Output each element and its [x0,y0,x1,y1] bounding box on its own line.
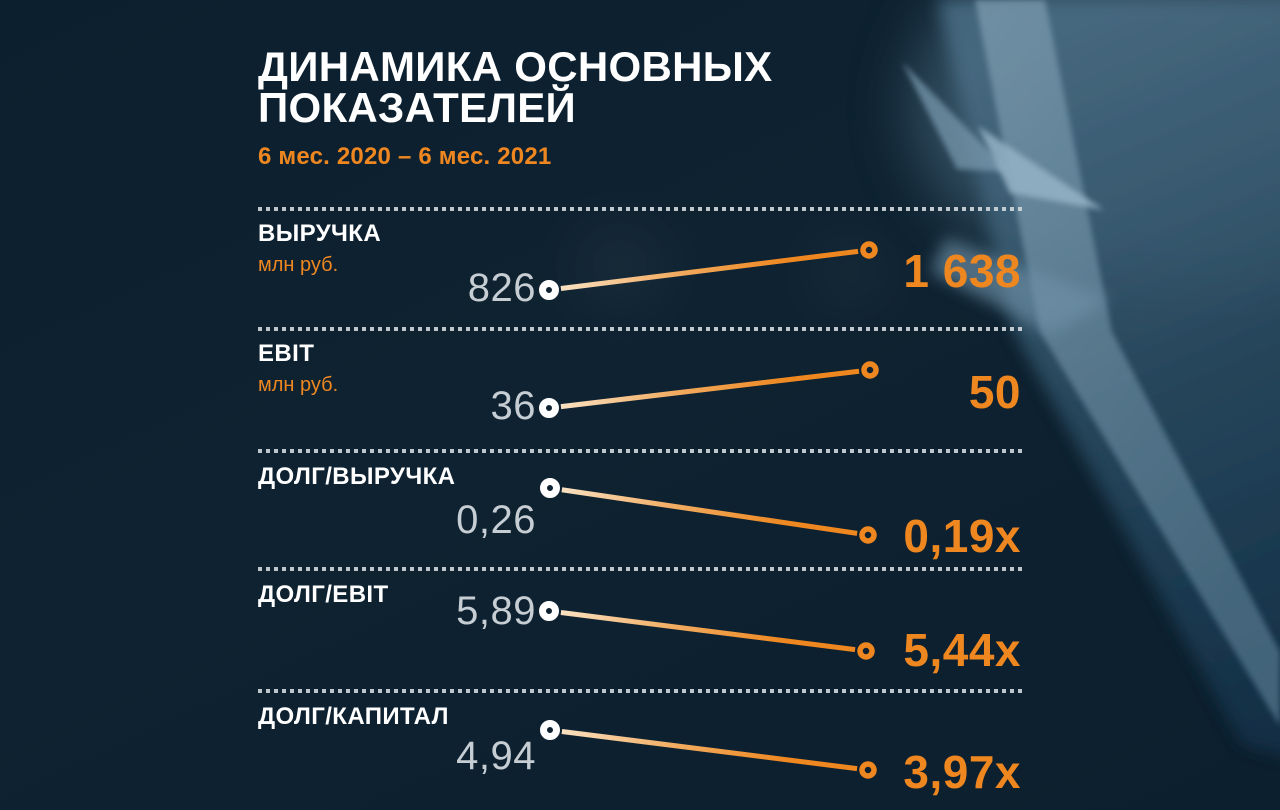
start-value: 5,89 [456,589,536,633]
metric-label: ДОЛГ/EBIT [258,581,389,608]
row-separator [258,567,1022,571]
metric-label: EBIT [258,340,315,367]
period-subtitle: 6 мес. 2020 – 6 мес. 2021 [258,143,552,170]
row-separator [258,327,1022,331]
row-separator [258,449,1022,453]
start-value: 0,26 [456,498,536,542]
start-value: 826 [467,266,536,310]
page-title: ДИНАМИКА ОСНОВНЫХ ПОКАЗАТЕЛЕЙ [258,43,773,131]
metric-label: ВЫРУЧКА [258,220,382,247]
row-separator [258,689,1022,693]
row-separator [258,207,1022,211]
metric-unit: млн руб. [258,254,339,276]
metric-label: ДОЛГ/КАПИТАЛ [258,703,449,730]
start-value: 4,94 [456,734,536,778]
header: ДИНАМИКА ОСНОВНЫХ ПОКАЗАТЕЛЕЙ 6 мес. 202… [258,46,858,171]
start-value: 36 [490,384,536,428]
end-value: 3,97x [903,746,1021,798]
metric-label: ДОЛГ/ВЫРУЧКА [258,463,456,490]
metric-unit: млн руб. [258,374,339,396]
